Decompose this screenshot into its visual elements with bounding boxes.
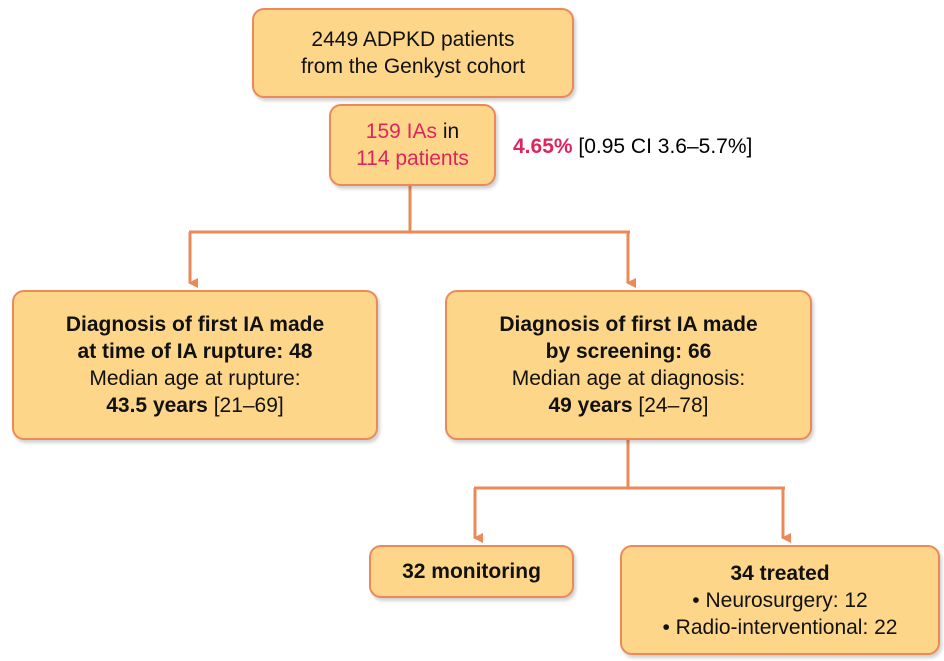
prevalence: 4.65% [0.95 CI 3.6–5.7%]: [513, 135, 752, 159]
text: 114 patients: [356, 147, 469, 170]
text: Median age at rupture:: [89, 367, 301, 390]
text: 159 IAs: [365, 120, 437, 143]
line: 159 IAs in: [366, 118, 459, 145]
text: by screening: 66: [545, 340, 712, 363]
text: • Radio-interventional: 22: [662, 615, 898, 639]
text: 34 treated: [730, 561, 830, 585]
text: in: [442, 120, 460, 143]
treated-box: 34 treated • Neurosurgery: 12 • Radio-in…: [620, 545, 940, 655]
text: 32 monitoring: [402, 560, 541, 583]
text: [21–69]: [213, 394, 284, 417]
line: 43.5 years [21–69]: [106, 392, 284, 419]
text: 43.5 years: [106, 394, 208, 417]
screening-box: Diagnosis of first IA made by screening:…: [445, 290, 812, 440]
text: Median age at diagnosis:: [511, 367, 746, 390]
text: 2449 ADPKD patients: [311, 28, 515, 51]
text: Diagnosis of first IA made: [499, 313, 758, 336]
text: [24–78]: [638, 394, 709, 417]
text: 4.65%: [513, 135, 573, 158]
text: Diagnosis of first IA made: [65, 313, 325, 336]
text: • Neurosurgery: 12: [692, 588, 868, 612]
text: from the Genkyst cohort: [300, 55, 526, 78]
ia-box: 159 IAs in 114 patients: [329, 104, 496, 186]
text: [0.95 CI 3.6–5.7%]: [578, 135, 753, 158]
text: at time of IA rupture: 48: [77, 340, 313, 363]
line: 49 years [24–78]: [548, 392, 708, 419]
cohort-box: 2449 ADPKD patients from the Genkyst coh…: [252, 8, 574, 98]
text: 49 years: [548, 394, 633, 417]
monitoring-box: 32 monitoring: [369, 545, 574, 598]
rupture-box: Diagnosis of first IA made at time of IA…: [12, 290, 378, 440]
